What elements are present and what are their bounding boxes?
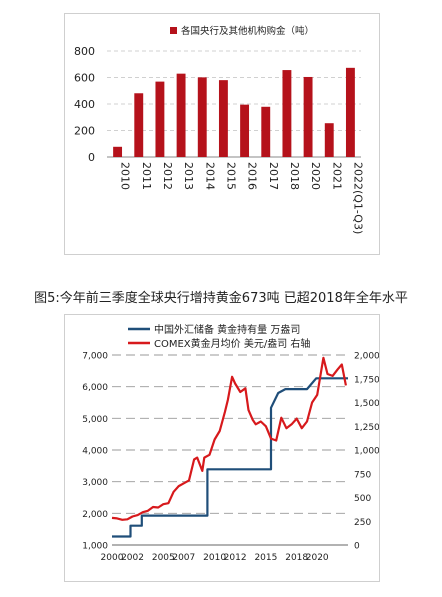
legend-label: 各国央行及其他机构购金（吨）: [181, 25, 314, 37]
x-tick-label: 2017: [267, 162, 280, 190]
y-right-tick-label: 750: [354, 470, 371, 480]
y-left-tick-label: 6,000: [82, 383, 108, 393]
y-left-tick-label: 7,000: [82, 352, 108, 362]
gold-price-line: [111, 356, 347, 521]
bar: [197, 77, 207, 157]
bar: [261, 106, 271, 157]
x-tick-label: 2012: [224, 553, 247, 563]
x-tick-label: 2015: [224, 162, 237, 190]
x-tick-label: 2011: [140, 162, 153, 190]
x-tick-label: 2020: [309, 162, 322, 190]
y-right-tick-label: 250: [354, 518, 371, 528]
y-left-tick-label: 2,000: [82, 510, 108, 520]
x-tick-label: 2002: [121, 553, 144, 563]
y-left-tick-label: 1,000: [82, 542, 108, 552]
figure-caption: 图5:今年前三季度全球央行增持黄金673吨 已超2018年全年水平: [34, 291, 408, 306]
legend-label: 中国外汇储备 黄金持有量 万盎司: [154, 323, 300, 336]
y-right-tick-label: 2,000: [354, 352, 379, 362]
y-tick-label: 0: [88, 151, 95, 164]
x-tick-label: 2010: [203, 553, 226, 563]
y-tick-label: 800: [74, 45, 95, 58]
y-left-tick-label: 4,000: [82, 447, 108, 457]
y-left-tick-label: 3,000: [82, 478, 108, 488]
bar: [282, 70, 292, 157]
y-right-tick-label: 500: [354, 494, 371, 504]
x-tick-label: 2005: [152, 553, 175, 563]
x-tick-label: 2022(Q1-Q3): [351, 162, 364, 234]
bar-chart: 0 200 400 600 800 各国央行及其他机构购金（吨） 2010 2011 2012 2…: [74, 25, 364, 234]
x-tick-label: 2007: [172, 553, 195, 563]
y-right-tick-label: 1,250: [354, 423, 379, 433]
x-tick-label: 2018: [285, 553, 308, 563]
legend-swatch: [170, 27, 177, 34]
bar: [240, 104, 250, 157]
y-tick-label: 200: [74, 125, 95, 138]
bar: [345, 67, 355, 157]
y-right-tick-label: 1,000: [354, 447, 379, 457]
line-chart: 1,000 2,000 3,000 4,000 5,000 6,000 7,000 0 250 5…: [82, 323, 380, 563]
x-tick-label: 2016: [246, 162, 259, 190]
legend-label: COMEX黄金月均价 美元/盎司 右轴: [154, 337, 310, 350]
y-right-tick-label: 1,500: [354, 399, 379, 409]
x-tick-label: 2000: [101, 553, 124, 563]
x-tick-label: 2018: [288, 162, 301, 190]
x-tick-label: 2020: [306, 553, 329, 563]
x-tick-label: 2010: [119, 162, 132, 190]
y-left-tick-label: 5,000: [82, 415, 108, 425]
x-tick-label: 2012: [161, 162, 174, 190]
x-tick-label: 2014: [203, 162, 216, 190]
bar: [134, 93, 144, 157]
x-tick-label: 2013: [182, 162, 195, 190]
gold-reserve-line: [112, 377, 348, 538]
y-right-tick-label: 0: [354, 542, 360, 552]
bar: [324, 123, 334, 157]
y-tick-label: 400: [74, 98, 95, 111]
bar: [176, 73, 186, 157]
bar: [155, 81, 165, 157]
y-tick-label: 600: [74, 72, 95, 85]
bar-chart-panel: 0 200 400 600 800 各国央行及其他机构购金（吨） 2010 2011 2012 2…: [64, 13, 380, 255]
y-right-tick-label: 1,750: [354, 375, 379, 385]
line-chart-panel: 1,000 2,000 3,000 4,000 5,000 6,000 7,000 0 250 5…: [64, 314, 380, 582]
bar: [113, 146, 123, 157]
x-tick-label: 2015: [254, 553, 277, 563]
x-tick-label: 2021: [330, 162, 343, 190]
bar: [218, 80, 228, 157]
bar: [303, 76, 313, 157]
